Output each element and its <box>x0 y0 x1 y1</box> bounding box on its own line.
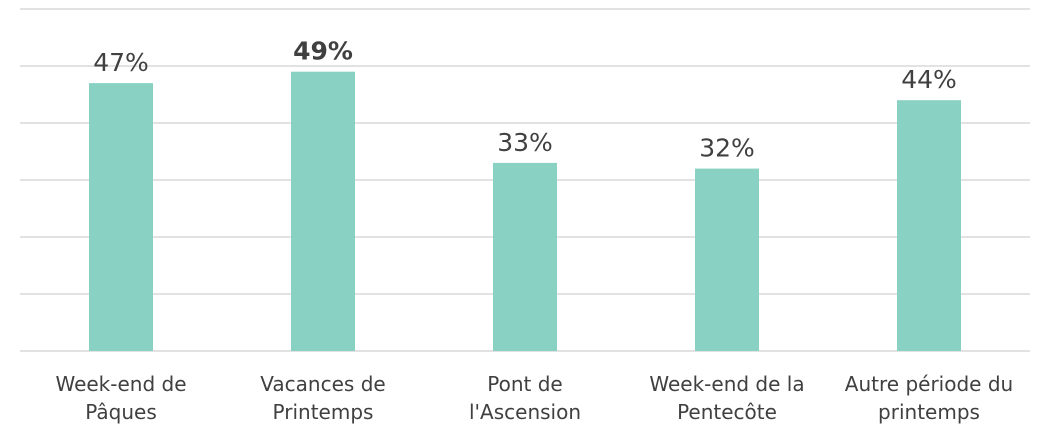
x-tick-label-line: l'Ascension <box>469 400 581 424</box>
x-tick-label-line: Pâques <box>85 400 157 424</box>
bar <box>291 71 355 351</box>
x-tick-label: Pont de l'Ascension <box>469 372 581 424</box>
x-tick-label-line: Pentecôte <box>677 400 777 424</box>
value-label: 44% <box>901 65 957 94</box>
x-tick-label-line: Pont de <box>487 372 562 396</box>
x-tick-label-line: printemps <box>878 400 980 424</box>
x-tick-label-line: Week-end de la <box>649 372 804 396</box>
value-label: 49% <box>293 37 353 66</box>
x-tick-label: Week-end de Pâques <box>55 372 186 424</box>
bar <box>897 100 961 351</box>
x-tick-label-line: Vacances de <box>260 372 385 396</box>
value-label: 47% <box>93 48 149 77</box>
x-tick-label: Autre période du printemps <box>845 372 1013 424</box>
x-tick-label-line: Printemps <box>273 400 374 424</box>
value-label: 33% <box>497 128 553 157</box>
x-tick-label: Vacances de Printemps <box>260 372 385 424</box>
x-tick-label-line: Week-end de <box>55 372 186 396</box>
bar <box>89 83 153 351</box>
bar <box>695 168 759 351</box>
x-tick-label: Week-end de la Pentecôte <box>649 372 804 424</box>
x-tick-label-line: Autre période du <box>845 372 1013 396</box>
bar <box>493 162 557 351</box>
value-label: 32% <box>699 134 755 163</box>
